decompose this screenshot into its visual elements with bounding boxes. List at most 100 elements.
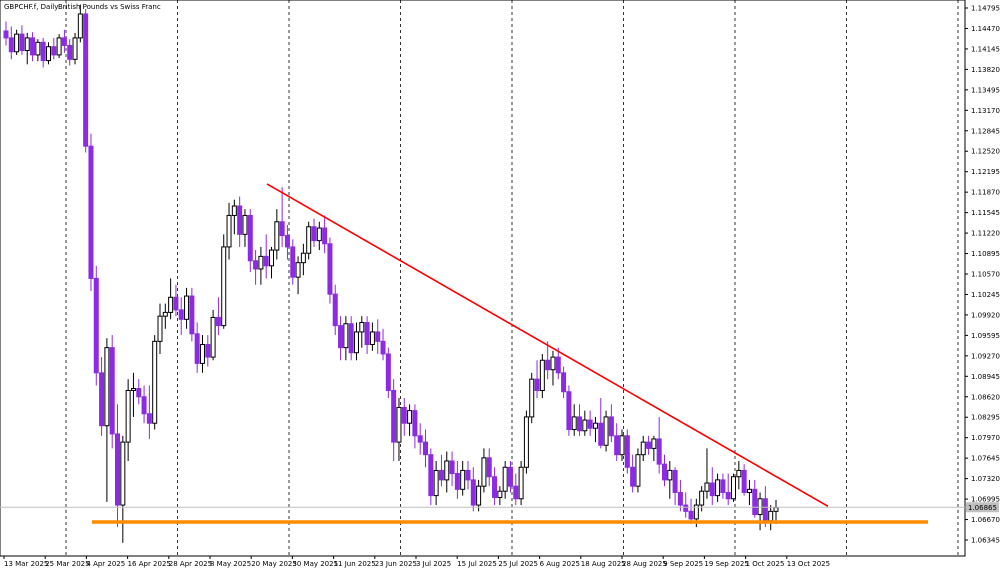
candle-body bbox=[486, 457, 492, 478]
candle bbox=[205, 335, 211, 367]
candle-body bbox=[571, 416, 577, 431]
candle bbox=[444, 451, 450, 493]
candle bbox=[614, 423, 620, 461]
candle bbox=[104, 338, 110, 502]
price-tick-label: 1.08620 bbox=[971, 393, 1000, 401]
candle-body bbox=[136, 388, 142, 398]
candle-body bbox=[746, 488, 752, 493]
candle bbox=[306, 221, 312, 260]
candle bbox=[338, 316, 344, 361]
candle bbox=[184, 287, 190, 329]
candle-body bbox=[35, 41, 41, 56]
candle-body bbox=[269, 249, 275, 267]
price-tick-label: 1.10245 bbox=[971, 291, 1000, 299]
candle bbox=[221, 234, 227, 329]
candle-body bbox=[152, 340, 158, 424]
candle-body bbox=[327, 243, 333, 295]
candle-body bbox=[417, 435, 423, 443]
candle-body bbox=[40, 41, 46, 62]
candle-body bbox=[162, 311, 168, 317]
candle-body bbox=[83, 13, 89, 147]
candle bbox=[492, 467, 498, 506]
candle-body bbox=[253, 260, 259, 270]
candle bbox=[24, 32, 30, 65]
candle-body bbox=[683, 504, 689, 512]
price-axis: 1.14795 1.14470 1.14145 1.13820 1.13495 1.131… bbox=[965, 5, 1000, 545]
candle-body bbox=[715, 479, 721, 497]
candle-body bbox=[61, 37, 67, 46]
candle-body bbox=[125, 389, 131, 443]
candle-body bbox=[640, 441, 646, 456]
candle bbox=[242, 209, 248, 247]
candle-body bbox=[284, 235, 290, 248]
candle bbox=[476, 479, 482, 512]
candle-body bbox=[375, 331, 381, 342]
candle-body bbox=[619, 435, 625, 456]
candle-body bbox=[231, 205, 237, 216]
candle-body bbox=[8, 37, 14, 53]
candle-body bbox=[104, 347, 110, 427]
candle bbox=[720, 473, 726, 499]
time-tick-label: 18 Aug 2025 bbox=[581, 560, 626, 568]
candle bbox=[56, 34, 62, 59]
time-tick-label: 13 Mar 2025 bbox=[4, 560, 48, 568]
time-tick-label: 11 Jun 2025 bbox=[334, 560, 376, 568]
vertical-grid-lines bbox=[65, 0, 959, 556]
candle bbox=[253, 250, 259, 285]
candle bbox=[274, 209, 280, 260]
candle-body bbox=[380, 340, 386, 355]
candle-body bbox=[242, 214, 248, 235]
price-tick-label: 1.06995 bbox=[971, 496, 1000, 504]
candle bbox=[300, 243, 306, 276]
candle bbox=[375, 319, 381, 354]
candle-body bbox=[518, 466, 524, 500]
candle bbox=[571, 404, 577, 436]
candle bbox=[412, 404, 418, 449]
candle-body bbox=[523, 416, 529, 468]
candle bbox=[407, 404, 413, 436]
candle bbox=[566, 385, 572, 436]
candle-body bbox=[412, 410, 418, 437]
candle bbox=[215, 297, 221, 336]
candle-body bbox=[762, 498, 768, 522]
candle bbox=[539, 353, 545, 399]
candle-body bbox=[407, 410, 413, 424]
candle-body bbox=[369, 331, 375, 346]
candle bbox=[725, 473, 731, 506]
candle bbox=[683, 492, 689, 518]
chart-annotations: 1.06865 bbox=[0, 183, 999, 524]
candle-body bbox=[731, 476, 737, 500]
candle-body bbox=[45, 46, 51, 62]
candle-body bbox=[88, 145, 94, 279]
candle bbox=[210, 309, 216, 361]
candle-body bbox=[343, 323, 349, 349]
candle-body bbox=[465, 469, 471, 481]
time-tick-label: 28 Aug 2025 bbox=[622, 560, 667, 568]
candle-body bbox=[672, 469, 678, 493]
candle bbox=[646, 435, 652, 455]
candle bbox=[226, 202, 232, 260]
price-tick-label: 1.08295 bbox=[971, 414, 1000, 422]
candle bbox=[507, 460, 513, 493]
candle bbox=[8, 26, 14, 60]
candle bbox=[731, 473, 737, 502]
candle-body bbox=[428, 454, 434, 497]
candle-body bbox=[215, 316, 221, 327]
candle bbox=[746, 479, 752, 506]
candle-body bbox=[221, 246, 227, 327]
candle bbox=[364, 316, 370, 354]
candle bbox=[709, 467, 715, 506]
candle-body bbox=[141, 396, 147, 415]
candle bbox=[667, 460, 673, 499]
candle bbox=[603, 410, 609, 452]
candle bbox=[736, 460, 742, 490]
candle-body bbox=[529, 378, 535, 418]
price-tick-label: 1.13495 bbox=[971, 86, 1000, 94]
candle-body bbox=[194, 333, 200, 364]
candle-body bbox=[359, 321, 365, 333]
candle-body bbox=[534, 378, 540, 391]
price-tick-label: 1.11220 bbox=[971, 230, 1000, 238]
candle bbox=[460, 460, 466, 496]
candle bbox=[30, 32, 36, 62]
